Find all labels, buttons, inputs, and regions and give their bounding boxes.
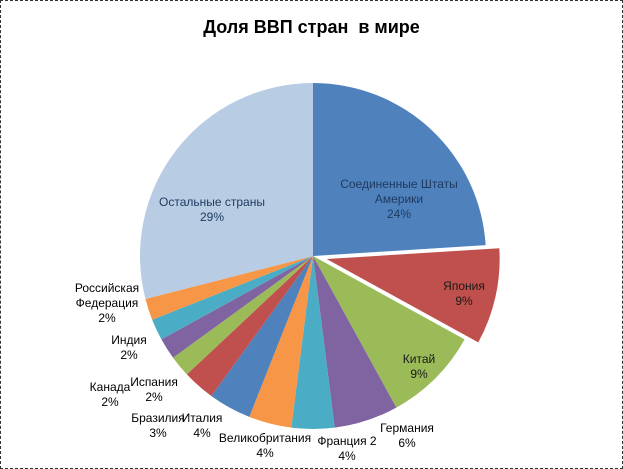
slice-label-france: Франция 2 4% (317, 434, 376, 464)
slice-label-pct-india: 2% (120, 348, 138, 362)
slice-label-canada: Канада 2% (90, 380, 131, 410)
slice-label-germany: Германия 6% (380, 421, 434, 451)
slice-label-name-france: Франция 2 (317, 434, 377, 448)
slice-label-pct-usa: 24% (386, 207, 412, 221)
pie-slice-others (140, 83, 313, 300)
pie-slice-japan (326, 248, 500, 343)
slice-label-pct-france: 4% (338, 449, 356, 463)
slice-label-name-brazil: Бразилия (131, 411, 185, 425)
slice-label-india: Индия 2% (111, 333, 146, 363)
slice-label-pct-brazil: 3% (149, 426, 167, 440)
slice-label-russia: Российская Федерация 2% (60, 281, 155, 326)
slice-label-uk: Великобритания 4% (219, 431, 311, 461)
pie-slice-china (313, 256, 465, 408)
pie-slice-italy (211, 256, 313, 417)
pie-slice-india (152, 256, 313, 340)
slice-label-china: Китай 9% (403, 352, 435, 382)
slice-label-spain: Испания 2% (130, 375, 178, 405)
slice-label-pct-japan: 9% (455, 294, 473, 308)
slice-label-name-spain: Испания (130, 375, 178, 389)
pie-slice-brazil (186, 256, 313, 396)
slice-label-name-italy: Италия (181, 411, 223, 425)
slice-label-name-china: Китай (402, 352, 436, 366)
chart-title: Доля ВВП стран в мире (203, 17, 420, 37)
slice-label-pct-germany: 6% (398, 436, 416, 450)
slice-label-name-russia: Российская Федерация (74, 281, 140, 310)
slice-label-name-germany: Германия (380, 421, 434, 435)
slice-label-name-uk: Великобритания (218, 431, 312, 445)
pie-slice-france (291, 256, 335, 430)
slice-label-others: Остальные страны 29% (159, 195, 265, 225)
pie-slice-canada (161, 256, 313, 358)
slice-label-name-canada: Канада (89, 380, 131, 394)
slice-label-pct-spain: 2% (145, 390, 163, 404)
slice-label-pct-russia: 2% (98, 311, 116, 325)
slice-label-japan: Япония 9% (443, 279, 485, 309)
slice-label-brazil: Бразилия 3% (131, 411, 185, 441)
pie-slice-usa (313, 82, 486, 256)
slice-label-italy: Италия 4% (182, 411, 223, 441)
slice-label-pct-italy: 4% (193, 426, 211, 440)
pie-slice-russia (145, 256, 313, 320)
pie-slice-spain (173, 256, 313, 375)
slice-label-pct-uk: 4% (256, 446, 274, 460)
pie-slice-uk (249, 256, 313, 428)
pie-slice-germany (313, 256, 397, 428)
slice-label-name-usa: Соединенные Штаты Америки (340, 177, 458, 206)
slice-label-usa: Соединенные Штаты Америки 24% (324, 177, 474, 222)
slice-label-pct-china: 9% (410, 367, 428, 381)
slice-label-pct-others: 29% (199, 210, 225, 224)
slice-label-name-others: Остальные страны (159, 195, 265, 209)
slice-label-name-india: Индия (111, 333, 147, 347)
slice-label-name-japan: Япония (443, 279, 485, 293)
slice-label-pct-canada: 2% (101, 395, 119, 409)
